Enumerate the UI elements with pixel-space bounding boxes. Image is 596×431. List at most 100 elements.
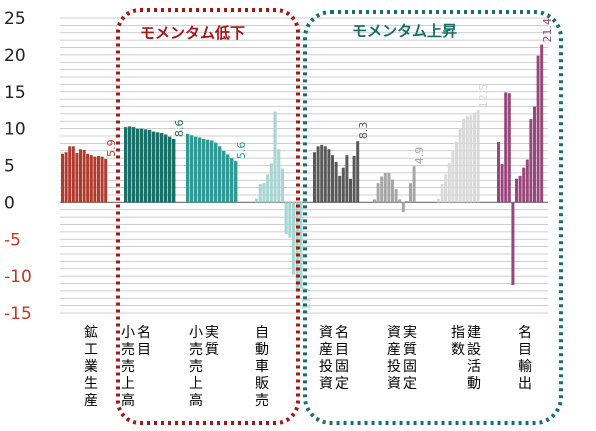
data-label: 5.6: [235, 142, 248, 160]
y-tick-label: 10: [4, 120, 26, 140]
bar: [280, 168, 284, 203]
momentum-down-box: [116, 8, 300, 425]
momentum-up-title: モメンタム上昇: [352, 22, 457, 40]
bar: [380, 176, 384, 203]
bar: [458, 128, 462, 203]
category-label-char: 工: [84, 342, 98, 358]
bar: [299, 202, 303, 289]
bar: [409, 183, 412, 203]
bar: [401, 202, 405, 212]
category-label-char: 固: [403, 359, 417, 375]
category-label-char: 資: [319, 376, 333, 392]
bar: [262, 183, 266, 203]
y-tick-label: 0: [4, 193, 15, 213]
bar: [226, 154, 230, 203]
category-label-char: 売: [121, 359, 135, 375]
bar: [86, 153, 90, 203]
category-label-char: 資: [387, 376, 401, 392]
category-label-char: 名: [137, 325, 151, 341]
bar: [331, 155, 334, 203]
bar: [82, 150, 86, 203]
bar: [89, 155, 93, 203]
category-label-char: 資: [319, 325, 333, 341]
bar: [277, 149, 281, 203]
bar: [198, 137, 202, 203]
bar: [313, 152, 316, 203]
bar: [194, 136, 198, 203]
bar: [327, 149, 331, 203]
bar: [64, 152, 68, 203]
bar: [533, 106, 536, 203]
category-label-char: 数: [451, 342, 465, 358]
bar: [540, 44, 544, 203]
bar: [352, 155, 356, 203]
y-tick-label: 5: [4, 157, 15, 177]
bars: [61, 44, 544, 291]
bar: [462, 119, 466, 203]
bar: [356, 141, 360, 203]
category-label-char: 目: [335, 342, 349, 358]
bar: [455, 141, 458, 203]
data-labels: 5.9 8.6 5.6 -11.7 8.3 4.9 12.5 21.4: [105, 18, 554, 315]
data-label: -11.7: [300, 286, 313, 314]
bar: [222, 150, 226, 203]
bar: [338, 175, 342, 203]
bar: [172, 138, 176, 203]
category-label-char: 目: [137, 342, 151, 358]
category-label-char: 指: [451, 325, 465, 341]
category-label-char: 実: [403, 325, 417, 341]
bar: [255, 198, 259, 203]
category-label-char: 質: [403, 342, 417, 358]
data-label: 8.6: [173, 119, 186, 137]
category-label-char: 産: [387, 342, 401, 358]
bar: [156, 132, 160, 203]
category-label-char: 売: [121, 342, 135, 358]
category-label-char: 設: [467, 342, 481, 358]
category-label-char: 上: [189, 376, 203, 392]
bar: [500, 164, 504, 203]
category-label-char: 動: [467, 376, 481, 392]
data-label: 21.4: [541, 18, 554, 43]
bar: [444, 174, 448, 203]
category-label-char: 産: [84, 393, 98, 409]
bar: [437, 198, 440, 203]
bar: [518, 175, 522, 203]
category-label-char: 生: [84, 376, 98, 392]
bar: [334, 161, 338, 203]
bar: [284, 202, 288, 235]
category-label-char: 目: [518, 342, 532, 358]
bar: [266, 174, 270, 203]
bar: [152, 131, 156, 203]
category-label-char: 資: [387, 325, 401, 341]
category-label-char: 実: [205, 325, 219, 341]
category-label-char: 固: [335, 359, 349, 375]
bar: [465, 116, 469, 203]
y-tick-label: -15: [4, 304, 32, 324]
bar: [525, 159, 529, 203]
bar: [412, 166, 416, 203]
bar: [469, 115, 473, 203]
bar: [100, 156, 104, 203]
category-label-char: 産: [319, 342, 333, 358]
category-label-char: 定: [403, 376, 417, 392]
bar: [504, 92, 508, 203]
bar: [349, 178, 352, 203]
bar: [218, 146, 222, 203]
bar: [507, 93, 511, 203]
category-label-char: 自: [255, 325, 269, 341]
category-label-char: 売: [255, 393, 269, 409]
category-label-char: 名: [518, 325, 532, 341]
category-label-char: 鉱: [84, 324, 98, 341]
data-label: 5.9: [105, 139, 118, 157]
category-label-char: 名: [335, 325, 349, 341]
bar: [387, 172, 391, 203]
momentum-down-title: モメンタム低下: [140, 24, 245, 42]
bar: [132, 127, 136, 203]
bar: [451, 151, 455, 203]
bar: [316, 146, 320, 203]
bar: [273, 111, 277, 203]
bar: [164, 134, 168, 203]
bar: [234, 161, 238, 203]
y-tick-label: 15: [4, 83, 26, 103]
bar: [79, 149, 82, 203]
